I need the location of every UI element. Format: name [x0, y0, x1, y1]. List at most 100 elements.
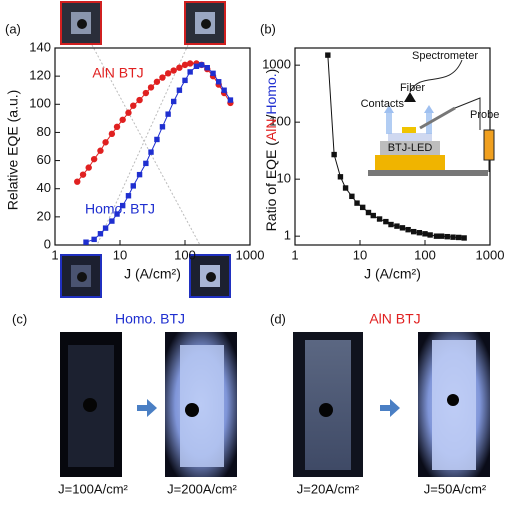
data-point: [354, 200, 360, 206]
data-point: [125, 193, 132, 199]
y-tick-label: 100: [269, 114, 291, 129]
photo-panels: (c) Homo. BTJ J=100A/cm² J=200A/cm² (d) …: [12, 311, 490, 496]
data-point: [170, 98, 177, 105]
data-point: [198, 62, 205, 68]
data-point: [125, 109, 132, 116]
y-tick-label: 40: [37, 180, 51, 195]
inset-diagram: Fiber Spectrometer Contacts Probe BTJ-LE…: [361, 50, 499, 176]
data-point: [109, 218, 115, 224]
y-tick-label: 1: [284, 228, 291, 243]
x-tick-label: 100: [414, 247, 436, 262]
data-point: [394, 223, 400, 229]
data-point: [154, 136, 160, 143]
plot-frame: [54, 47, 251, 246]
data-point: [399, 225, 406, 231]
data-point: [136, 96, 143, 104]
data-point: [119, 202, 126, 209]
data-point: [102, 139, 109, 146]
y-tick-label: 20: [37, 208, 51, 223]
data-point: [90, 155, 98, 163]
data-point: [136, 171, 143, 178]
data-point: [349, 193, 355, 200]
data-point: [422, 231, 428, 237]
panel-label: (a): [5, 21, 21, 36]
data-point: [130, 183, 136, 189]
panel-label: (d): [270, 311, 286, 326]
data-point: [83, 239, 89, 245]
data-point: [342, 185, 349, 191]
x-tick-label: 1000: [476, 247, 505, 262]
data-point: [410, 228, 417, 235]
data-point: [210, 70, 216, 77]
y-axis-label-part: AlN: [263, 118, 279, 141]
y-axis-label: Relative EQE (a.u.): [5, 90, 21, 211]
data-point: [159, 74, 166, 81]
data-point: [143, 160, 149, 167]
data-point: [148, 149, 154, 155]
data-point: [97, 147, 104, 154]
data-point: [331, 151, 337, 158]
data-point: [193, 63, 200, 69]
series-label: AlN BTJ: [92, 65, 143, 81]
y-tick-label: 60: [37, 152, 51, 167]
y-tick-label: 1000: [262, 57, 291, 72]
y-tick-label: 140: [29, 39, 51, 54]
data-point: [79, 171, 87, 178]
data-point: [365, 209, 372, 216]
data-point: [153, 78, 161, 85]
panel-title: AlN BTJ: [369, 311, 420, 327]
data-point: [147, 84, 155, 91]
data-point: [416, 230, 423, 236]
inset-label: Probe: [470, 109, 499, 121]
inset-label: BTJ-LED: [388, 142, 433, 154]
data-point: [130, 102, 137, 109]
inset-label: Fiber: [400, 82, 425, 94]
data-point: [113, 123, 121, 130]
y-axis-label-part: Ratio of EQE (: [263, 141, 279, 232]
photo-caption: J=200A/cm²: [167, 481, 237, 496]
photo-caption: J=20A/cm²: [297, 481, 360, 496]
x-axis-label: J (A/cm²): [364, 266, 421, 282]
series-line: [76, 62, 231, 182]
data-point: [165, 111, 171, 117]
data-point: [170, 67, 177, 74]
series-label: Homo. BTJ: [85, 201, 155, 217]
x-tick-label: 10: [353, 247, 367, 262]
y-axis-label: Ratio of EQE (AlN/Homo.): [263, 69, 279, 232]
x-tick-label: 10: [113, 247, 127, 262]
data-point: [74, 178, 81, 185]
data-point: [359, 204, 366, 211]
y-axis-label-part: /: [263, 114, 279, 118]
thumbnails: [60, 1, 231, 298]
data-point: [337, 174, 344, 180]
photo-caption: J=50A/cm²: [424, 481, 487, 496]
data-point: [427, 232, 433, 238]
x-tick-label: 1: [291, 247, 298, 262]
data-point: [186, 60, 194, 67]
data-point: [85, 164, 92, 171]
data-point: [91, 236, 97, 243]
y-tick-label: 120: [29, 68, 51, 83]
data-point: [176, 87, 183, 93]
data-point: [176, 64, 183, 71]
x-tick-label: 100: [174, 247, 196, 262]
data-point: [164, 70, 172, 77]
y-tick-label: 80: [37, 124, 51, 139]
data-point: [438, 233, 445, 239]
data-point: [204, 65, 210, 71]
data-point: [108, 130, 116, 138]
data-point: [182, 77, 188, 84]
data-point: [221, 87, 227, 93]
panel-label: (c): [12, 311, 27, 326]
data-point: [450, 234, 456, 240]
x-tick-label: 1000: [236, 247, 265, 262]
data-point: [376, 216, 383, 222]
data-point: [97, 231, 104, 237]
data-point: [119, 116, 126, 123]
y-axis-label-part: Homo.: [263, 73, 279, 114]
data-point: [325, 52, 331, 58]
data-point: [181, 61, 189, 69]
x-axis-label: J (A/cm²): [124, 266, 181, 282]
